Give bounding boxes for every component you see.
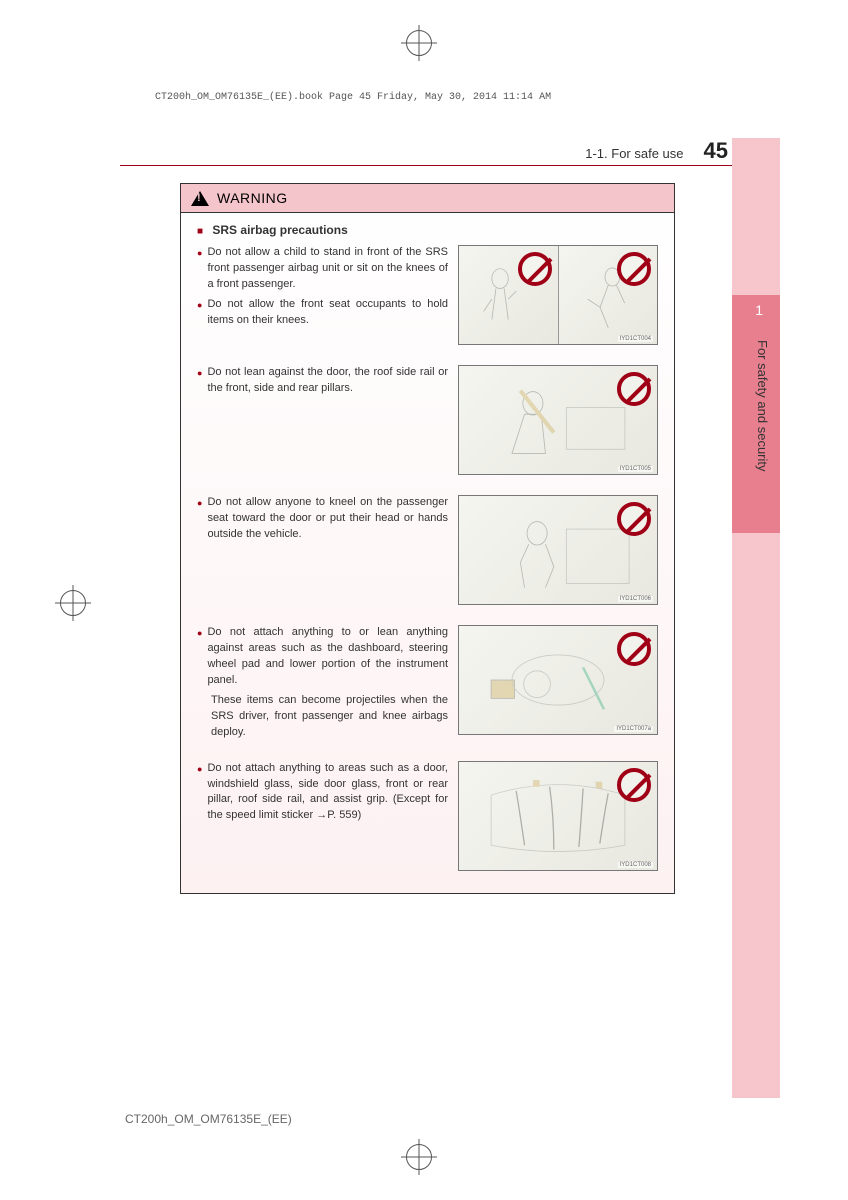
chapter-tab-label: For safety and security (755, 340, 770, 472)
warning-header: WARNING (181, 184, 674, 213)
precaution-text: Do not allow anyone to kneel on the pass… (197, 495, 448, 547)
precaution-text: Do not attach anything to or lean anythi… (197, 625, 448, 741)
precaution-text: Do not attach anything to areas such as … (197, 761, 448, 829)
precaution-row: Do not allow a child to stand in front o… (197, 245, 658, 345)
illustration-code: IYD1CT007a (614, 726, 653, 732)
prohibit-icon (617, 768, 651, 802)
precaution-text: Do not lean against the door, the roof s… (197, 365, 448, 401)
prohibit-icon (617, 502, 651, 536)
precaution-illustration: IYD1CT004 (458, 245, 658, 345)
warning-body: SRS airbag precautions Do not allow a ch… (181, 213, 674, 893)
precaution-illustration: IYD1CT005 (458, 365, 658, 475)
side-band (732, 138, 780, 1098)
illustration-code: IYD1CT008 (618, 862, 653, 868)
header-rule (120, 165, 743, 166)
illustration-code: IYD1CT006 (618, 596, 653, 602)
page-number: 45 (704, 138, 728, 164)
registration-mark-bottom (406, 1144, 432, 1170)
prohibit-icon (617, 252, 651, 286)
precaution-illustration: IYD1CT007a (458, 625, 658, 735)
bullet-item: Do not attach anything to or lean anythi… (197, 625, 448, 689)
bullet-continuation: These items can become projectiles when … (211, 693, 448, 741)
bullet-item: Do not allow the front seat occupants to… (197, 297, 448, 329)
warning-box: WARNING SRS airbag precautions Do not al… (180, 183, 675, 894)
prohibit-icon (617, 372, 651, 406)
precaution-row: Do not attach anything to or lean anythi… (197, 625, 658, 741)
precaution-text: Do not allow a child to stand in front o… (197, 245, 448, 333)
precaution-illustration: IYD1CT008 (458, 761, 658, 871)
illustration-code: IYD1CT005 (618, 466, 653, 472)
section-title: 1-1. For safe use (585, 146, 683, 161)
footer-text: CT200h_OM_OM76135E_(EE) (125, 1112, 292, 1126)
precaution-row: Do not lean against the door, the roof s… (197, 365, 658, 475)
warning-subheading: SRS airbag precautions (197, 223, 658, 237)
prohibit-icon (518, 252, 552, 286)
warning-title: WARNING (217, 190, 288, 206)
bullet-item: Do not lean against the door, the roof s… (197, 365, 448, 397)
page-header: 1-1. For safe use 45 (585, 138, 728, 164)
precaution-row: Do not allow anyone to kneel on the pass… (197, 495, 658, 605)
bullet-item: Do not allow a child to stand in front o… (197, 245, 448, 293)
chapter-tab-number: 1 (755, 302, 763, 318)
registration-mark-top (406, 30, 432, 56)
prohibit-icon (617, 632, 651, 666)
bullet-item: Do not allow anyone to kneel on the pass… (197, 495, 448, 543)
registration-mark-left (60, 590, 86, 616)
bullet-item: Do not attach anything to areas such as … (197, 761, 448, 825)
book-header-line: CT200h_OM_OM76135E_(EE).book Page 45 Fri… (155, 92, 551, 103)
precaution-row: Do not attach anything to areas such as … (197, 761, 658, 871)
warning-triangle-icon (191, 191, 209, 206)
precaution-illustration: IYD1CT006 (458, 495, 658, 605)
illustration-code: IYD1CT004 (618, 336, 653, 342)
